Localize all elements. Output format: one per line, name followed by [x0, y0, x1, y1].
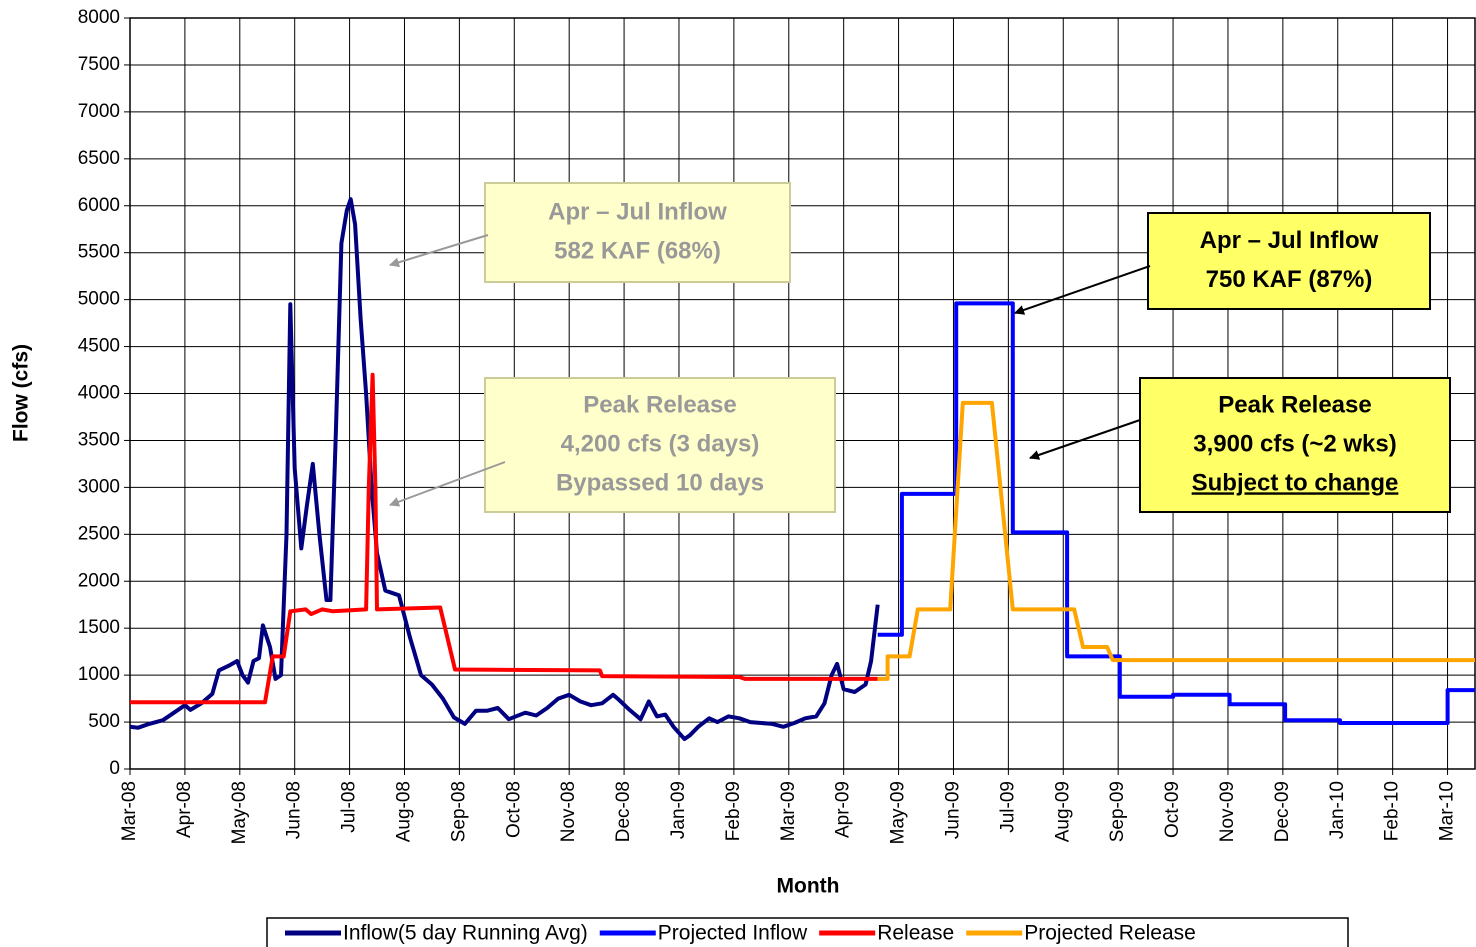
x-tick-label: Mar-10 [1437, 781, 1458, 841]
x-tick-label: Jan-10 [1327, 781, 1348, 839]
series-line [129, 197, 880, 741]
annotation-box [484, 377, 836, 513]
y-tick-label: 7500 [78, 54, 120, 75]
x-tick-label: May-09 [888, 781, 909, 844]
annotation-box [1139, 377, 1451, 513]
annotation-text: 582 KAF (68%) [554, 237, 721, 264]
legend-label: Release [877, 922, 954, 945]
annotation-arrow [389, 234, 489, 268]
legend-label: Projected Inflow [658, 922, 808, 945]
annotation-box [1147, 212, 1431, 310]
x-tick-label: Nov-09 [1217, 781, 1238, 842]
series-line [130, 372, 878, 705]
x-tick-label: Jun-08 [284, 781, 305, 839]
x-tick-label: Nov-08 [558, 781, 579, 842]
x-tick-label: Apr-08 [174, 781, 195, 838]
y-tick-label: 4000 [78, 383, 120, 404]
y-tick-label: 3000 [78, 476, 120, 497]
y-tick-label: 0 [109, 758, 120, 779]
annotation-arrow [389, 461, 506, 507]
annotation-text: Apr – Jul Inflow [1200, 227, 1379, 254]
y-tick-label: 4500 [78, 336, 120, 357]
x-tick-label: May-08 [229, 781, 250, 844]
x-tick-label: Mar-08 [119, 781, 140, 841]
x-tick-label: Aug-08 [394, 781, 415, 842]
y-tick-label: 500 [88, 711, 120, 732]
y-tick-label: 7000 [78, 101, 120, 122]
legend: Inflow(5 day Running Avg) Projected Inflo… [266, 917, 1349, 947]
annotation-text: Subject to change [1192, 469, 1399, 496]
annotation-text: Bypassed 10 days [556, 469, 764, 496]
legend-label: Inflow(5 day Running Avg) [343, 922, 588, 945]
legend-frame [266, 917, 1349, 947]
annotation-arrow [1029, 419, 1141, 460]
y-tick-label: 6500 [78, 148, 120, 169]
x-tick-label: Dec-08 [613, 781, 634, 842]
x-tick-label: Oct-09 [1162, 781, 1183, 838]
annotation-box [484, 182, 791, 283]
annotation-arrow [1014, 265, 1151, 315]
y-tick-label: 6000 [78, 195, 120, 216]
x-tick-label: Feb-10 [1382, 781, 1403, 841]
x-tick-label: Sep-08 [448, 781, 469, 842]
y-tick-label: 2500 [78, 523, 120, 544]
x-tick-label: Sep-09 [1107, 781, 1128, 842]
x-tick-label: Feb-09 [723, 781, 744, 841]
plot-frame [129, 17, 1476, 770]
x-tick-label: Jan-09 [668, 781, 689, 839]
y-tick-label: 2000 [78, 570, 120, 591]
annotation-text: 3,900 cfs (~2 wks) [1193, 430, 1396, 457]
annotation-text: Apr – Jul Inflow [548, 198, 727, 225]
y-tick-label: 5500 [78, 242, 120, 263]
x-axis-title: Month [777, 875, 840, 898]
x-tick-label: Aug-09 [1052, 781, 1073, 842]
x-tick-label: Apr-09 [833, 781, 854, 838]
x-tick-label: Oct-08 [503, 781, 524, 838]
y-tick-label: 1500 [78, 617, 120, 638]
series-line [877, 301, 1475, 725]
y-tick-label: 8000 [78, 7, 120, 28]
y-tick-label: 3500 [78, 429, 120, 450]
x-tick-label: Mar-09 [778, 781, 799, 841]
x-tick-label: Dec-09 [1272, 781, 1293, 842]
legend-label: Projected Release [1024, 922, 1196, 945]
annotation-text: Peak Release [583, 391, 736, 418]
x-tick-label: Jul-09 [997, 781, 1018, 833]
annotation-text: Peak Release [1218, 391, 1371, 418]
annotation-text: 4,200 cfs (3 days) [561, 430, 760, 457]
x-tick-label: Jun-09 [942, 781, 963, 839]
x-tick-label: Jul-08 [339, 781, 360, 833]
y-tick-label: 5000 [78, 289, 120, 310]
y-axis-title: Flow (cfs) [10, 344, 33, 442]
annotation-text: 750 KAF (87%) [1206, 266, 1373, 293]
y-tick-label: 1000 [78, 664, 120, 685]
series-line [877, 400, 1475, 681]
